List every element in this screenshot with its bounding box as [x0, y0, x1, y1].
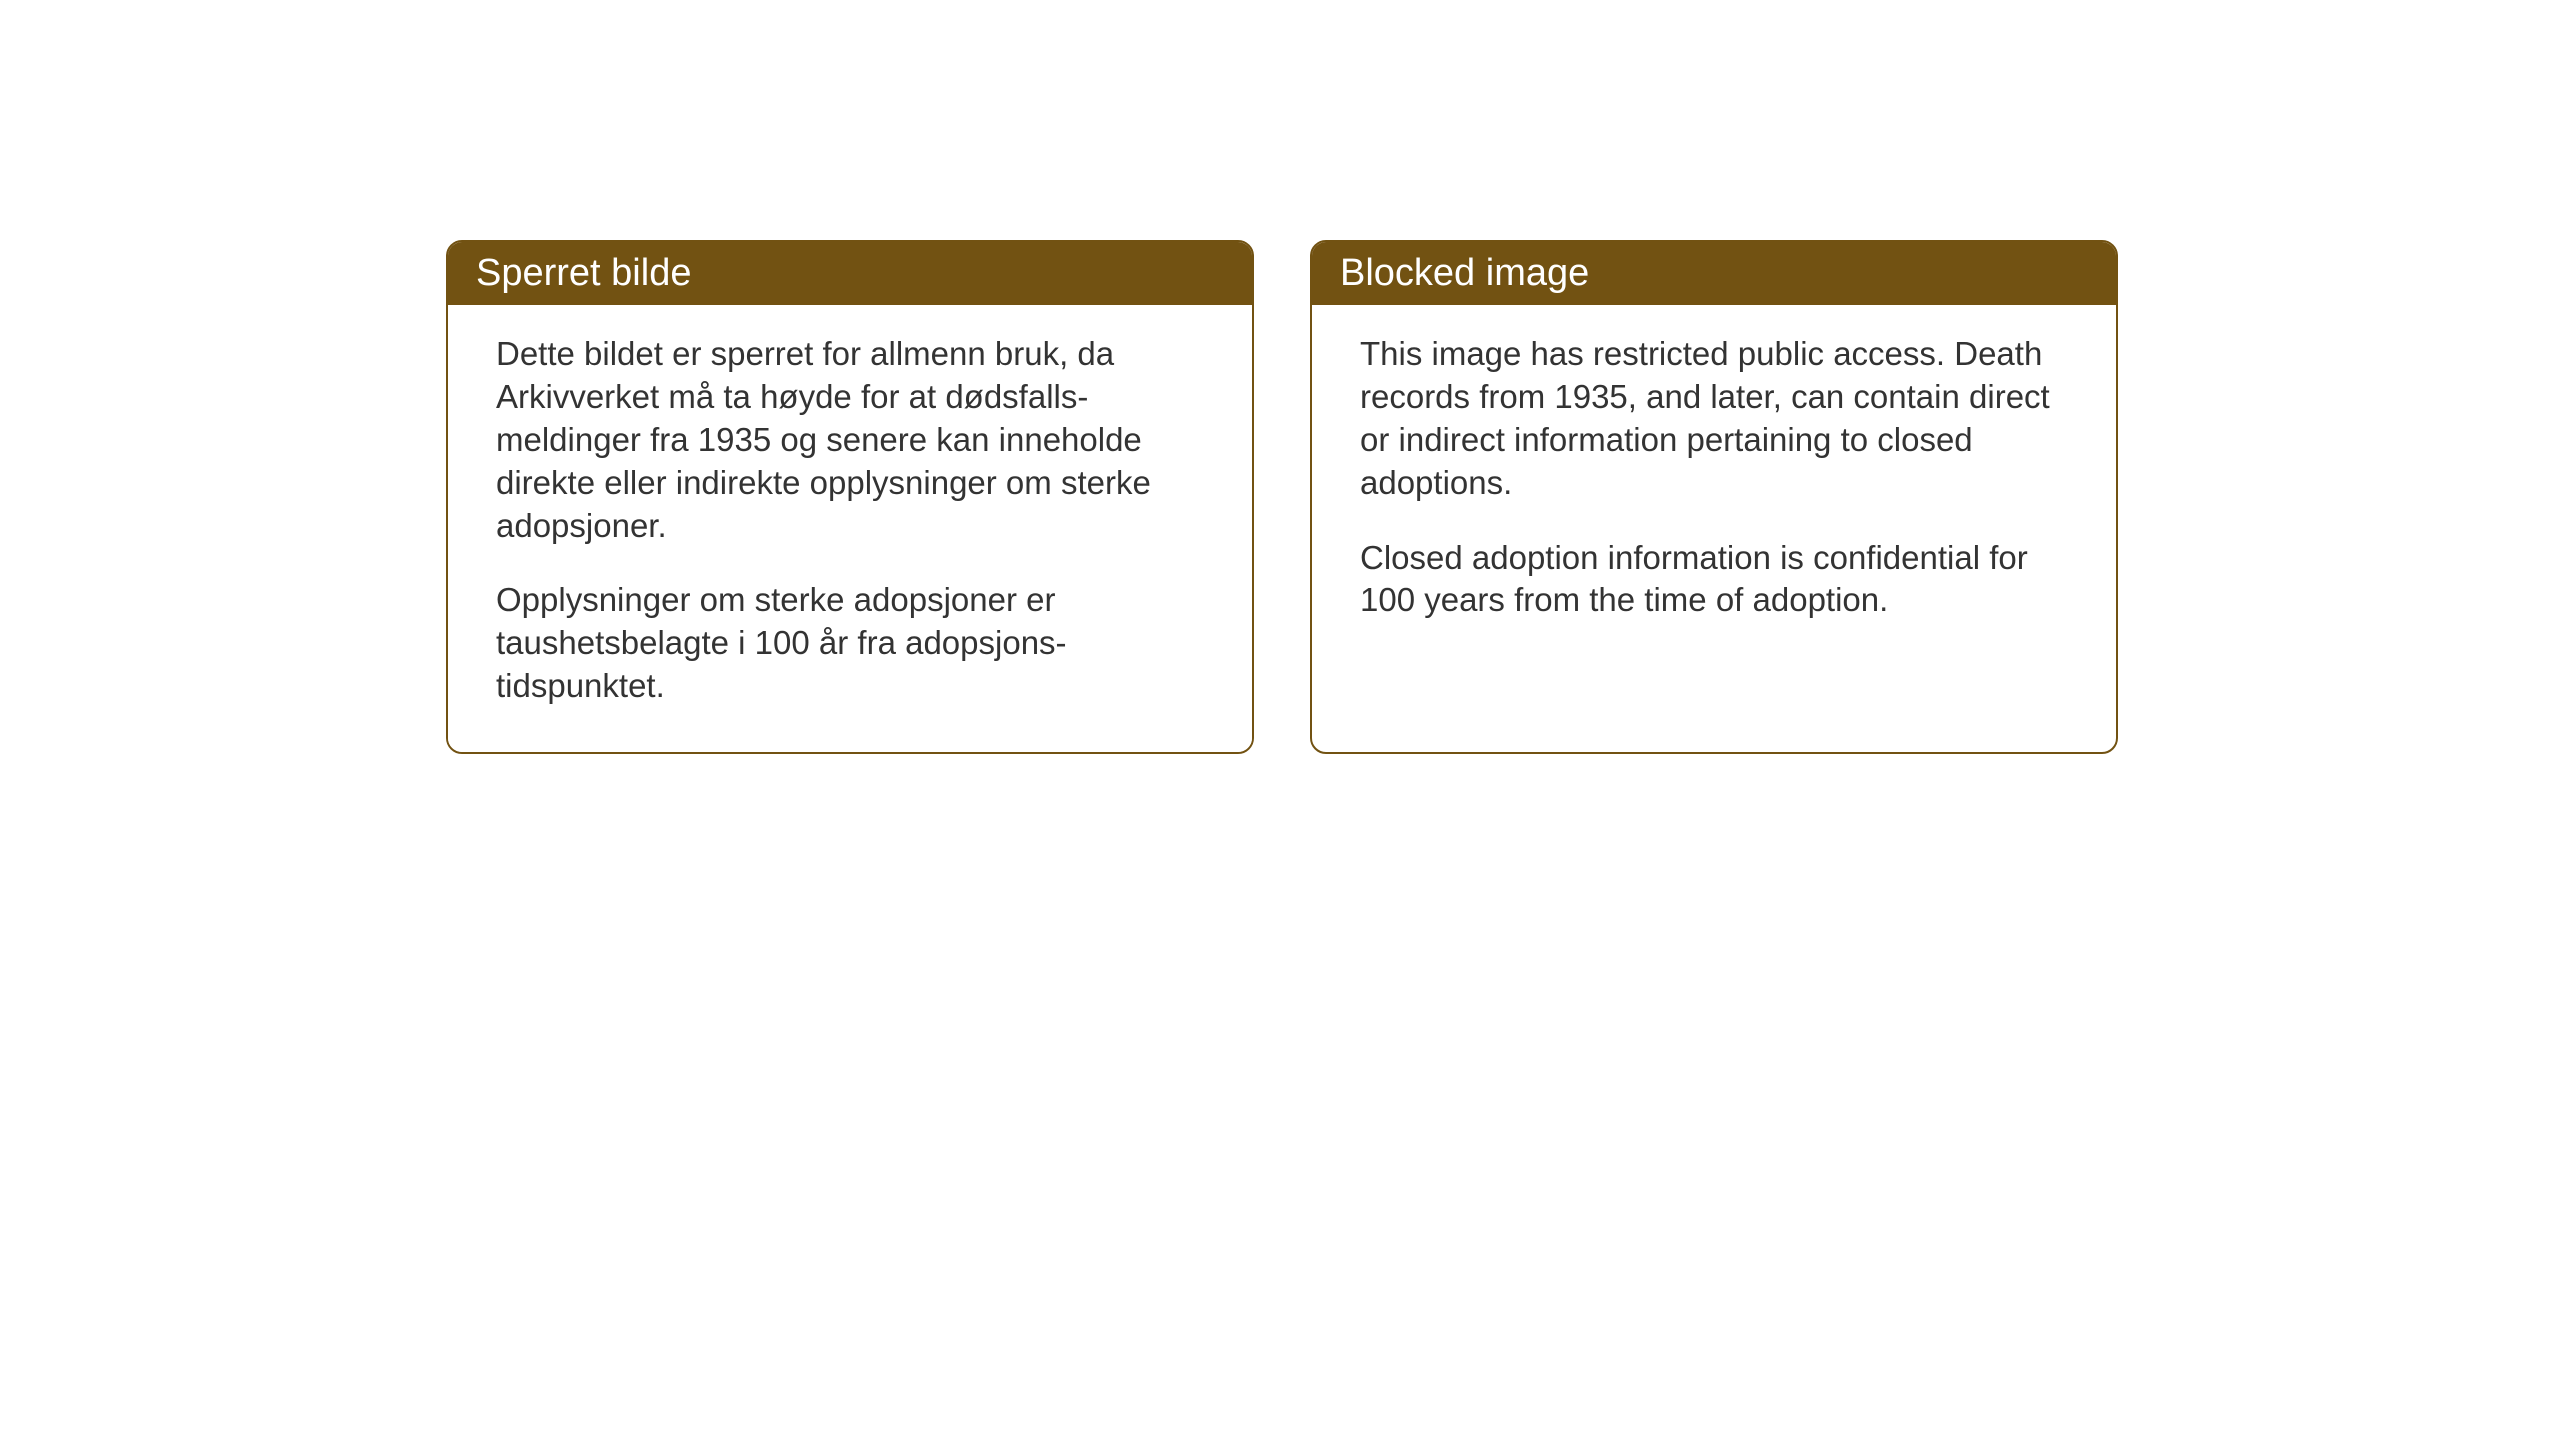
notice-paragraph-2-english: Closed adoption information is confident…	[1360, 537, 2068, 623]
notice-header-norwegian: Sperret bilde	[448, 242, 1252, 305]
notice-card-english: Blocked image This image has restricted …	[1310, 240, 2118, 754]
notice-paragraph-1-norwegian: Dette bildet er sperret for allmenn bruk…	[496, 333, 1204, 547]
notice-body-english: This image has restricted public access.…	[1312, 305, 2116, 666]
notice-card-norwegian: Sperret bilde Dette bildet er sperret fo…	[446, 240, 1254, 754]
notice-body-norwegian: Dette bildet er sperret for allmenn bruk…	[448, 305, 1252, 752]
notice-container: Sperret bilde Dette bildet er sperret fo…	[446, 240, 2118, 754]
notice-paragraph-1-english: This image has restricted public access.…	[1360, 333, 2068, 505]
notice-header-english: Blocked image	[1312, 242, 2116, 305]
notice-paragraph-2-norwegian: Opplysninger om sterke adopsjoner er tau…	[496, 579, 1204, 708]
